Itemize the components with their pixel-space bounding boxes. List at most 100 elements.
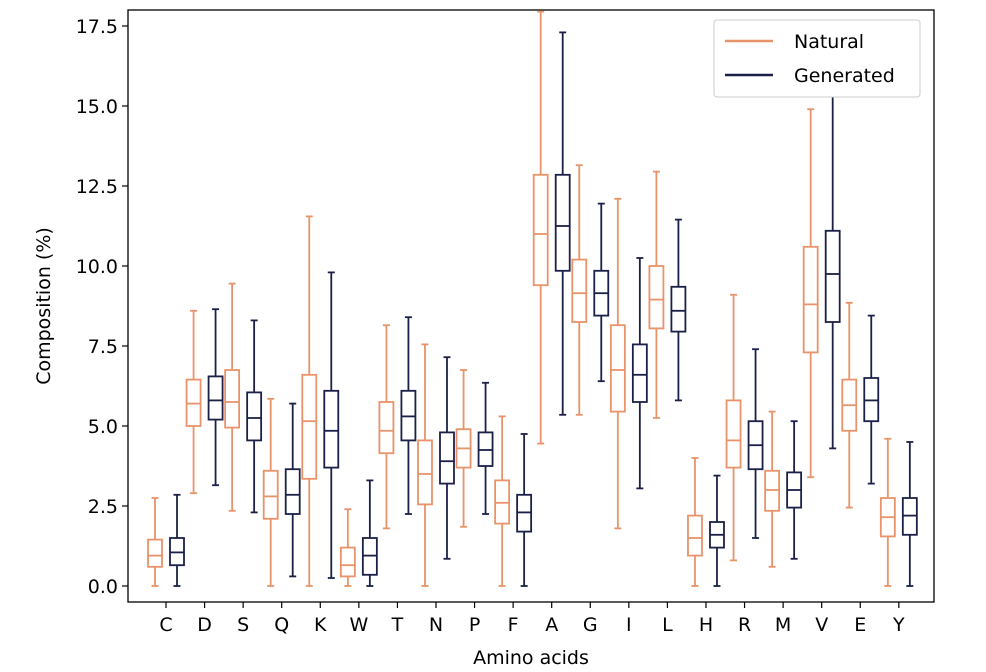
box-generated-Q (284, 402, 301, 578)
y-tick-label: 7.5 (88, 336, 118, 358)
box-natural-F (494, 415, 511, 587)
iqr-box (417, 439, 433, 506)
y-tick-label: 5.0 (88, 416, 118, 438)
iqr-box (802, 245, 819, 354)
box-natural-L (648, 170, 665, 419)
iqr-box (631, 343, 648, 403)
box-generated-C (169, 493, 185, 587)
legend: Natural Generated (713, 19, 921, 98)
iqr-box (339, 546, 356, 578)
box-natural-E (841, 301, 858, 509)
x-tick-label: L (662, 614, 673, 636)
iqr-box (224, 369, 241, 429)
x-tick-label: G (583, 614, 598, 636)
box-natural-Y (879, 437, 896, 587)
iqr-box (571, 258, 588, 323)
box-generated-W (361, 479, 378, 587)
box-natural-V (802, 108, 819, 479)
y-tick-label: 12.5 (76, 176, 118, 198)
x-tick-label: T (391, 614, 404, 636)
iqr-box (532, 173, 549, 287)
x-tick-label: Y (892, 614, 905, 636)
box-natural-Q (262, 397, 279, 587)
iqr-box (147, 538, 163, 568)
iqr-box (207, 375, 224, 421)
y-axis-label: Composition (%) (33, 227, 55, 385)
box-generated-P (477, 381, 494, 515)
box-generated-L (670, 218, 687, 402)
box-natural-A (532, 10, 549, 445)
iqr-box (670, 285, 687, 333)
box-generated-V (824, 95, 841, 450)
box-natural-G (571, 164, 588, 416)
iqr-box (262, 469, 279, 520)
box-generated-M (786, 420, 803, 560)
y-axis: 0.0 2.5 5.0 7.5 10.0 12.5 15.0 17.5 (76, 16, 128, 598)
box-natural-N (417, 343, 433, 587)
box-natural-I (609, 197, 626, 530)
box-generated-A (554, 31, 571, 416)
box-natural-W (339, 508, 356, 587)
x-tick-label: W (349, 614, 368, 636)
box-natural-K (301, 215, 318, 587)
box-natural-C (147, 497, 163, 587)
box-natural-H (687, 457, 703, 587)
x-tick-label: M (775, 614, 791, 636)
box-generated-Y (901, 441, 918, 587)
box-generated-N (439, 356, 455, 560)
x-tick-label: Q (274, 614, 289, 636)
x-tick-label: F (508, 614, 519, 636)
iqr-box (687, 514, 703, 557)
y-tick-label: 10.0 (76, 256, 118, 278)
x-tick-label: P (469, 614, 480, 636)
box-generated-F (516, 433, 533, 587)
x-tick-label: I (626, 614, 632, 636)
box-natural-T (378, 324, 395, 530)
box-natural-S (224, 282, 241, 512)
legend-frame (713, 19, 921, 98)
iqr-box (301, 373, 318, 480)
iqr-box (554, 173, 571, 272)
x-tick-label: V (815, 614, 828, 636)
box-generated-T (400, 316, 417, 515)
iqr-box (284, 468, 301, 515)
y-tick-label: 15.0 (76, 96, 118, 118)
x-tick-label: N (429, 614, 443, 636)
iqr-box (246, 391, 263, 442)
x-tick-label: A (545, 614, 558, 636)
box-generated-K (323, 271, 340, 579)
box-generated-D (207, 308, 224, 487)
x-axis-label: Amino acids (473, 647, 589, 669)
x-tick-label: H (699, 614, 713, 636)
iqr-box (725, 399, 742, 469)
legend-label-natural: Natural (794, 31, 864, 53)
box-natural-R (725, 293, 742, 562)
x-tick-label: K (314, 614, 327, 636)
box-generated-E (863, 314, 880, 485)
iqr-box (648, 265, 665, 330)
y-tick-label: 2.5 (88, 496, 118, 518)
x-tick-label: C (159, 614, 172, 636)
x-tick-label: E (854, 614, 866, 636)
iqr-box (824, 229, 841, 323)
x-tick-label: R (738, 614, 751, 636)
box-generated-G (593, 202, 610, 383)
plot-frame (127, 9, 935, 603)
box-generated-R (747, 348, 764, 539)
box-plots (147, 10, 918, 587)
box-generated-I (631, 257, 648, 490)
x-tick-label: D (197, 614, 212, 636)
box-natural-D (185, 309, 202, 495)
box-generated-H (709, 474, 725, 587)
iqr-box (323, 389, 340, 469)
y-tick-label: 0.0 (88, 576, 118, 598)
iqr-box (439, 431, 455, 485)
iqr-box (378, 401, 395, 455)
x-tick-label: S (237, 614, 249, 636)
legend-label-generated: Generated (794, 65, 895, 87)
iqr-box (609, 324, 626, 413)
box-natural-P (455, 369, 472, 528)
box-natural-M (764, 410, 781, 568)
